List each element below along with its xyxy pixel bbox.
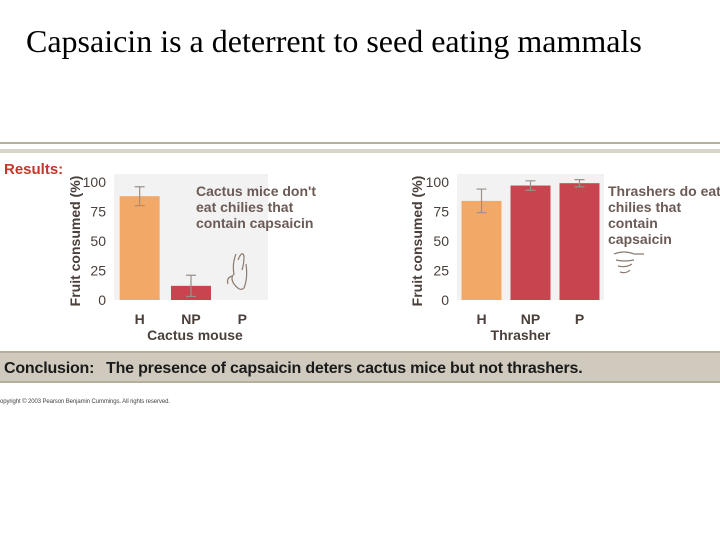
y-tick-label: 100 <box>83 174 107 190</box>
x-tick-label: NP <box>521 311 540 327</box>
results-figure: Results: Fruit consumed (%) 0 25 50 75 100 H NP… <box>0 136 720 406</box>
x-axis-title: Cactus mouse <box>147 327 243 343</box>
annotation-text: chilies that <box>608 199 681 215</box>
x-axis-title: Thrasher <box>491 327 551 343</box>
results-figure-svg: Results: Fruit consumed (%) 0 25 50 75 100 H NP… <box>0 138 720 351</box>
bar-thrasher-np <box>510 185 551 300</box>
y-tick-label: 50 <box>90 233 106 249</box>
x-tick-label: H <box>476 311 486 327</box>
error-bar-thrasher-np <box>525 180 536 191</box>
slide-title: Capsaicin is a deterrent to seed eating … <box>26 23 642 59</box>
y-axis-label: Fruit consumed (%) <box>67 176 83 307</box>
x-tick-label: H <box>135 311 145 327</box>
y-tick-label: 100 <box>426 174 450 190</box>
annotation-text: eat chilies that <box>196 199 294 215</box>
hand-pointing-icon <box>613 251 644 274</box>
bar-thrasher-h <box>461 200 502 300</box>
conclusion-band <box>0 351 720 383</box>
y-tick-label: 25 <box>433 263 449 279</box>
x-tick-label: NP <box>181 311 200 327</box>
bar-cactus-mouse-h <box>119 196 160 300</box>
conclusion-label: Conclusion: <box>4 360 95 377</box>
x-tick-label: P <box>238 311 247 327</box>
y-tick-label: 0 <box>98 292 106 308</box>
x-tick-label: P <box>575 311 584 327</box>
annotation-text: contain <box>608 215 658 231</box>
y-tick-label: 75 <box>433 204 449 220</box>
results-label: Results: <box>4 161 63 178</box>
y-tick-label: 0 <box>441 292 449 308</box>
conclusion-text: The presence of capsaicin deters cactus … <box>106 360 583 377</box>
error-bar-cactus-mouse-h <box>134 186 145 207</box>
error-bar-thrasher-p <box>574 179 585 188</box>
y-tick-label: 25 <box>90 263 106 279</box>
copyright-notice: opyright © 2003 Pearson Benjamin Cumming… <box>0 399 170 405</box>
error-bar-thrasher-h <box>476 188 487 214</box>
annotation-text: Thrashers do eat <box>608 183 720 199</box>
y-tick-label: 50 <box>433 233 449 249</box>
hand-pointing-icon <box>226 253 248 290</box>
y-axis-label: Fruit consumed (%) <box>409 176 425 307</box>
annotation-text: Cactus mice don't <box>196 183 316 199</box>
error-bar-cactus-mouse-np <box>186 274 196 298</box>
annotation-text: capsaicin <box>608 231 672 247</box>
y-tick-label: 75 <box>90 204 106 220</box>
bar-thrasher-p <box>559 183 600 300</box>
annotation-text: contain capsaicin <box>196 215 313 231</box>
chart-thrasher: Fruit consumed (%) 0 25 50 75 100 H NP P Thrasher… <box>409 174 720 343</box>
